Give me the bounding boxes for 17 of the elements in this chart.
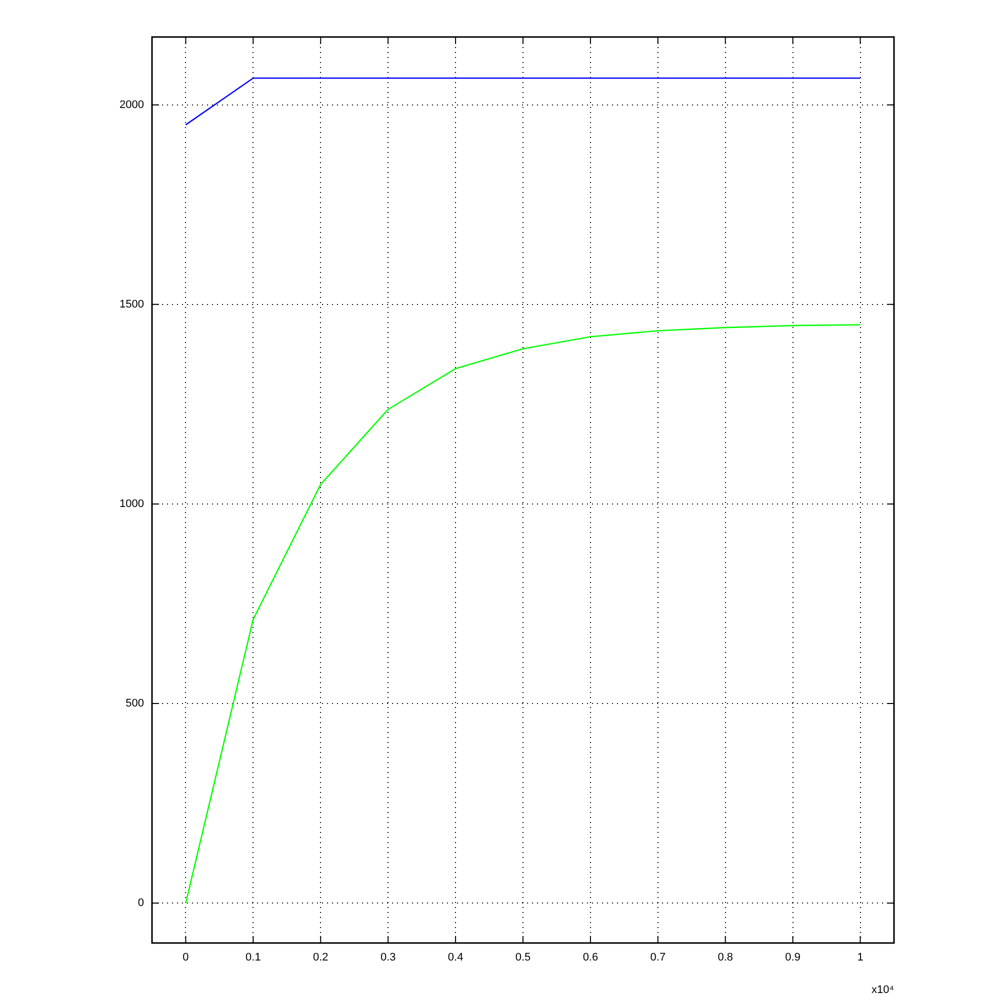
- y-tick-label: 500: [126, 698, 144, 710]
- x-tick-label: 0.9: [785, 952, 800, 964]
- x-tick-label: 0: [182, 952, 189, 964]
- text: x10⁴: [872, 984, 894, 996]
- x-tick-label: 0.2: [312, 952, 328, 964]
- x-tick-label: 0.3: [380, 952, 396, 964]
- x-tick-label: 0.5: [515, 952, 531, 964]
- x-tick-label: 0.8: [718, 952, 734, 964]
- x-tick-label: 0.4: [448, 952, 464, 964]
- y-tick-label: 2000: [120, 98, 144, 111]
- y-tick-label: 0: [138, 897, 144, 910]
- x-tick-label: 0.7: [650, 952, 666, 964]
- x-tick-label: 0.6: [582, 952, 598, 964]
- x-tick-label: 0.1: [246, 952, 261, 964]
- x-tick-label: 1: [857, 952, 864, 964]
- y-tick-label: 1000: [120, 498, 144, 510]
- y-tick-label: 1500: [120, 298, 144, 310]
